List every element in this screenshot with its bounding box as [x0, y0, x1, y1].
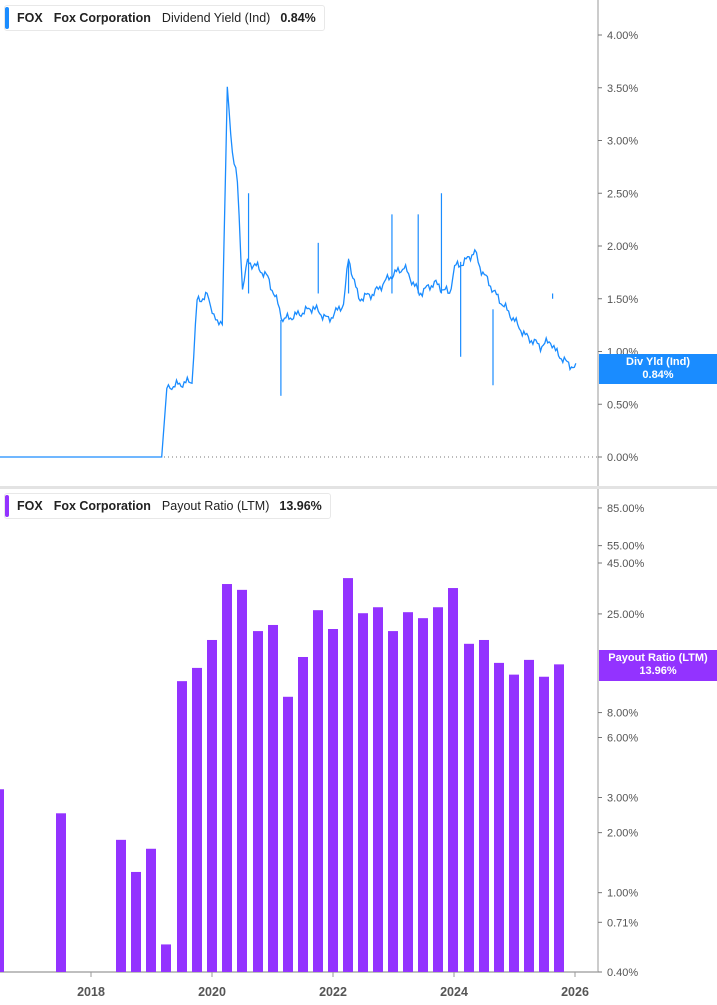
payout-ratio-panel: 0.40% 0.71% 1.00% 2.00% 3.00% 6.00% 8.00% 25.00… [0, 489, 717, 1005]
y-tick-label: 1.50% [607, 294, 638, 306]
series-color-swatch [5, 7, 9, 29]
payout-bar[interactable] [283, 696, 293, 972]
legend-company: Fox Corporation [53, 499, 151, 513]
flag-label: Div Yld (Ind) [626, 356, 690, 368]
x-tick-label: 2024 [440, 985, 468, 999]
payout-ratio-legend[interactable]: FOX Fox Corporation Payout Ratio (LTM) 1… [4, 493, 331, 519]
y-tick-label: 4.00% [607, 30, 638, 42]
y-tick-label: 55.00% [607, 541, 645, 553]
payout-bar[interactable] [313, 610, 323, 972]
y-tick-label: 6.00% [607, 732, 638, 744]
flag-label: Payout Ratio (LTM) [608, 652, 708, 664]
y-tick-label: 3.50% [607, 83, 638, 95]
payout-bar[interactable] [146, 848, 156, 972]
legend-metric: Payout Ratio (LTM) [161, 499, 270, 513]
payout-bar[interactable] [479, 639, 489, 972]
payout-bar[interactable] [253, 631, 263, 972]
y-tick-label: 45.00% [607, 558, 645, 570]
payout-bar[interactable] [554, 664, 564, 972]
legend-ticker: FOX [17, 499, 43, 513]
dividend-yield-line [0, 86, 577, 458]
payout-bar[interactable] [298, 656, 308, 972]
payout-bar[interactable] [343, 578, 353, 972]
payout-bar[interactable] [418, 618, 428, 972]
legend-value: 13.96% [279, 499, 322, 513]
payout-bar[interactable] [433, 607, 443, 972]
y-tick-label: 2.00% [607, 241, 638, 253]
payout-bar[interactable] [539, 676, 549, 972]
dividend-yield-panel: 0.00% 0.50% 1.00% 1.50% 2.00% 2.50% 3.00% 3.50%… [0, 0, 717, 486]
legend-value: 0.84% [280, 11, 316, 25]
payout-bar[interactable] [328, 629, 338, 972]
panel-divider[interactable] [0, 486, 717, 489]
x-tick-label: 2018 [77, 985, 105, 999]
payout-bar[interactable] [358, 613, 368, 972]
payout-bar[interactable] [373, 607, 383, 972]
legend-company: Fox Corporation [53, 11, 151, 25]
y-tick-label: 8.00% [607, 708, 638, 720]
x-tick-label: 2022 [319, 985, 347, 999]
payout-bar[interactable] [116, 839, 126, 972]
payout-ratio-value-flag: Payout Ratio (LTM) 13.96% [599, 650, 717, 681]
payout-bar[interactable] [403, 612, 413, 972]
y-tick-label: 25.00% [607, 609, 645, 621]
flag-value: 13.96% [639, 665, 677, 677]
dividend-yield-chart[interactable]: 0.00%0.50%1.00%1.50%2.00%2.50%3.00%3.50%… [0, 0, 717, 486]
payout-bar[interactable] [161, 944, 171, 972]
payout-ratio-chart[interactable]: 0.40% 0.71% 1.00% 2.00% 3.00% 6.00% 8.00% 25.00… [0, 489, 717, 1005]
y-tick-label: 0.71% [607, 917, 638, 929]
payout-bar[interactable] [448, 588, 458, 972]
payout-bar[interactable] [131, 871, 141, 972]
y-tick-label: 85.00% [607, 503, 645, 515]
y-tick-label: 0.50% [607, 399, 638, 411]
payout-bar[interactable] [524, 659, 534, 972]
payout-bar[interactable] [192, 667, 202, 972]
dividend-yield-legend[interactable]: FOX Fox Corporation Dividend Yield (Ind)… [4, 5, 325, 31]
y-tick-label: 2.50% [607, 188, 638, 200]
payout-bar[interactable] [464, 643, 474, 972]
y-tick-label: 3.00% [607, 136, 638, 148]
payout-bar[interactable] [237, 589, 247, 972]
payout-bar[interactable] [268, 624, 278, 972]
payout-bar[interactable] [177, 681, 187, 972]
dividend-yield-value-flag: Div Yld (Ind) 0.84% [599, 354, 717, 384]
payout-bar[interactable] [207, 639, 217, 972]
y-tick-label: 2.00% [607, 828, 638, 840]
payout-bar[interactable] [388, 631, 398, 972]
legend-ticker: FOX [17, 11, 43, 25]
legend-metric: Dividend Yield (Ind) [161, 11, 271, 25]
flag-value: 0.84% [642, 369, 674, 381]
y-tick-label: 0.00% [607, 452, 638, 464]
payout-bar[interactable] [56, 813, 66, 972]
series-color-swatch [5, 495, 9, 517]
x-tick-label: 2020 [198, 985, 226, 999]
payout-bar[interactable] [0, 789, 4, 972]
x-tick-label: 2026 [561, 985, 589, 999]
y-tick-label: 0.40% [607, 967, 638, 979]
payout-bar[interactable] [222, 584, 232, 972]
y-tick-label: 1.00% [607, 888, 638, 900]
payout-bar[interactable] [509, 674, 519, 972]
payout-bar[interactable] [494, 662, 504, 972]
y-tick-label: 3.00% [607, 793, 638, 805]
